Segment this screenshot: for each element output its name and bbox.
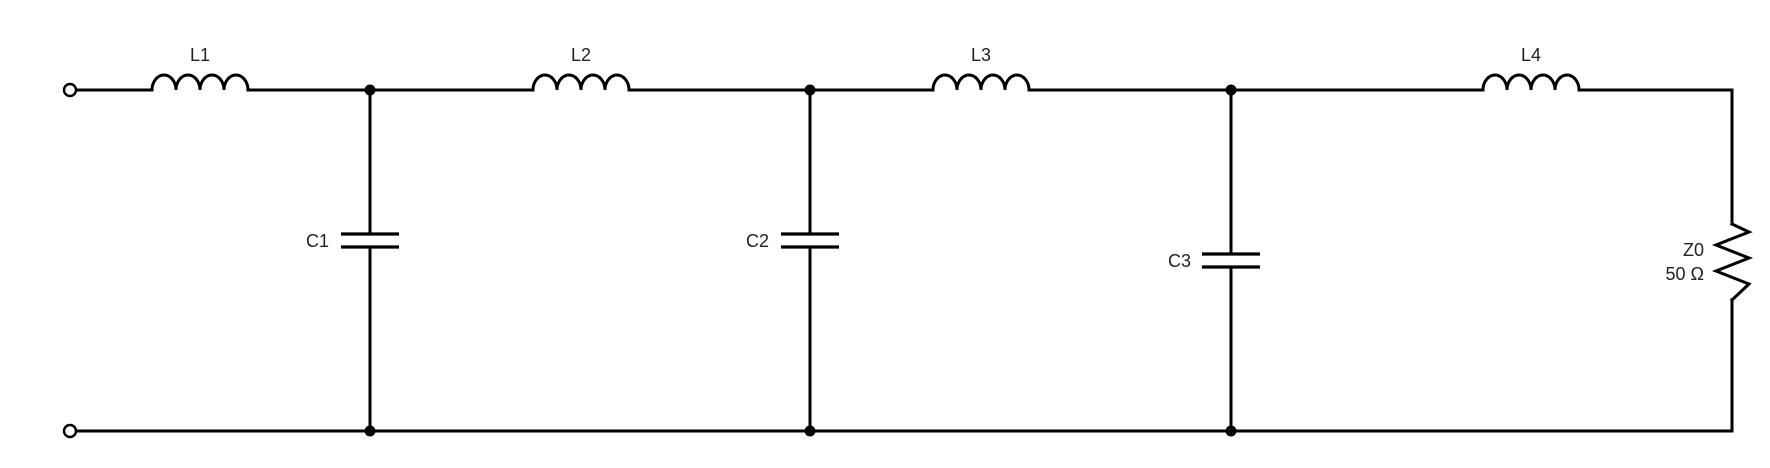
- inductor-l2-label: L2: [571, 45, 591, 65]
- junctions: [364, 84, 1237, 437]
- bottom-rail: [68, 298, 1734, 433]
- load-label: Z0: [1683, 240, 1704, 260]
- capacitor-c2: C2: [746, 88, 839, 433]
- capacitor-c1-label: C1: [306, 231, 329, 251]
- top-rail: [68, 88, 1734, 226]
- inductor-l1-label: L1: [190, 45, 210, 65]
- junction-node: [1225, 84, 1237, 96]
- inductor-l1: L1: [150, 45, 250, 91]
- capacitor-c1: C1: [306, 88, 399, 433]
- capacitor-c3-label: C3: [1168, 251, 1191, 271]
- load-resistor-z0: Z0 50 Ω: [1666, 222, 1754, 303]
- inductor-l4-label: L4: [1521, 45, 1541, 65]
- capacitor-c2-label: C2: [746, 231, 769, 251]
- junction-node: [804, 84, 816, 96]
- inductor-l3: L3: [931, 45, 1031, 91]
- inductor-l4: L4: [1481, 45, 1581, 91]
- junction-node: [804, 425, 816, 437]
- junction-node: [1225, 425, 1237, 437]
- junction-node: [364, 425, 376, 437]
- capacitor-c3: C3: [1168, 88, 1260, 433]
- input-terminal-bottom: [62, 423, 78, 439]
- load-value: 50 Ω: [1666, 264, 1704, 284]
- inductor-l2: L2: [531, 45, 631, 91]
- inductor-l3-label: L3: [971, 45, 991, 65]
- input-terminal-top: [62, 82, 78, 98]
- junction-node: [364, 84, 376, 96]
